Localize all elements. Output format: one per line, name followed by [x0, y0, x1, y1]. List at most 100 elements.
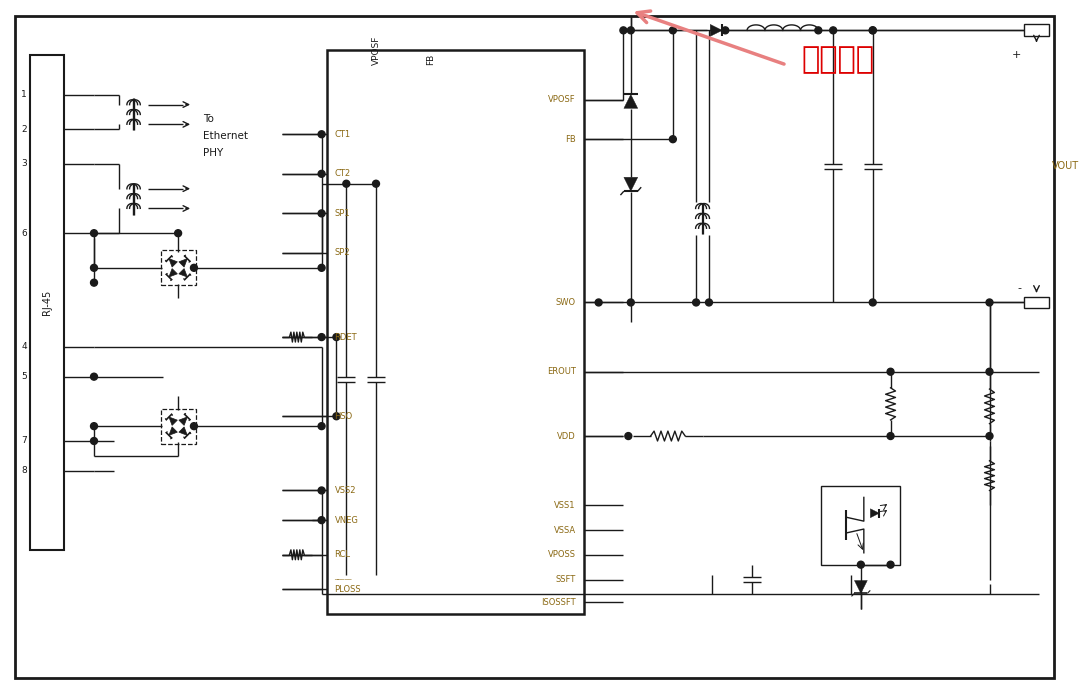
Circle shape	[869, 299, 876, 306]
Text: 8: 8	[21, 466, 27, 475]
Circle shape	[319, 334, 325, 340]
Polygon shape	[711, 24, 723, 36]
Circle shape	[319, 170, 325, 177]
Text: +: +	[1012, 50, 1022, 60]
Text: RCL: RCL	[335, 550, 350, 559]
Circle shape	[814, 27, 822, 34]
Circle shape	[175, 230, 181, 237]
Circle shape	[319, 210, 325, 217]
Bar	[161, 409, 195, 444]
Text: VSS1: VSS1	[554, 501, 576, 510]
Text: VSSA: VSSA	[554, 525, 576, 534]
Polygon shape	[179, 417, 187, 426]
Circle shape	[91, 423, 97, 430]
Circle shape	[91, 230, 97, 237]
Polygon shape	[854, 581, 867, 593]
Text: 3: 3	[21, 159, 27, 168]
Text: SWO: SWO	[556, 298, 576, 307]
Circle shape	[373, 180, 379, 187]
Circle shape	[319, 264, 325, 271]
Text: VNEG: VNEG	[335, 516, 359, 525]
Polygon shape	[168, 427, 177, 435]
Circle shape	[190, 264, 198, 271]
Bar	[821, 486, 901, 565]
Circle shape	[670, 136, 676, 143]
Circle shape	[333, 413, 340, 420]
Text: SP2: SP2	[335, 248, 350, 257]
Bar	[1024, 297, 1049, 309]
Polygon shape	[179, 259, 187, 267]
Text: EROUT: EROUT	[546, 367, 576, 376]
Text: 1: 1	[21, 90, 27, 99]
Polygon shape	[168, 259, 177, 267]
Bar	[598, 15, 663, 322]
Text: RJ-45: RJ-45	[42, 290, 52, 315]
Polygon shape	[624, 95, 637, 109]
Circle shape	[692, 299, 700, 306]
Text: 4: 4	[22, 343, 27, 352]
Text: 抑制尖峰: 抑制尖峰	[801, 46, 875, 75]
Circle shape	[986, 368, 993, 375]
Text: RDET: RDET	[335, 333, 357, 342]
Circle shape	[887, 432, 894, 439]
Text: To: To	[203, 114, 214, 125]
Text: FB: FB	[565, 135, 576, 144]
Text: PLOSS: PLOSS	[335, 585, 361, 594]
Circle shape	[342, 180, 350, 187]
Text: 6: 6	[21, 228, 27, 237]
Text: VDD: VDD	[557, 432, 576, 441]
Bar	[326, 50, 584, 614]
Circle shape	[887, 368, 894, 375]
Polygon shape	[168, 268, 177, 277]
Text: ISOSSFT: ISOSSFT	[541, 598, 576, 607]
Polygon shape	[179, 427, 187, 435]
Circle shape	[620, 27, 626, 34]
Text: Ethernet: Ethernet	[203, 131, 247, 141]
Text: _____: _____	[335, 574, 352, 580]
Circle shape	[705, 299, 713, 306]
Polygon shape	[624, 177, 637, 191]
Circle shape	[887, 561, 894, 568]
Bar	[29, 55, 65, 550]
Text: VSS2: VSS2	[335, 486, 356, 495]
Circle shape	[91, 264, 97, 271]
Bar	[1024, 24, 1049, 36]
Circle shape	[627, 27, 634, 34]
Circle shape	[986, 299, 993, 306]
Text: HSO: HSO	[335, 412, 353, 421]
Circle shape	[190, 423, 198, 430]
Circle shape	[670, 27, 676, 34]
Text: VPOSS: VPOSS	[548, 550, 576, 559]
Text: VOUT: VOUT	[1052, 161, 1079, 172]
Text: FB: FB	[426, 54, 435, 65]
Circle shape	[625, 432, 632, 439]
Polygon shape	[870, 509, 879, 518]
Circle shape	[91, 279, 97, 286]
Circle shape	[319, 423, 325, 430]
Text: 2: 2	[22, 125, 27, 134]
Circle shape	[91, 373, 97, 380]
Circle shape	[986, 432, 993, 439]
Text: SSFT: SSFT	[555, 575, 576, 584]
Text: CT2: CT2	[335, 170, 351, 179]
Text: VPOSF: VPOSF	[549, 95, 576, 104]
Text: -: -	[1017, 282, 1022, 293]
Text: CT1: CT1	[335, 129, 351, 139]
Circle shape	[333, 334, 340, 340]
Circle shape	[91, 437, 97, 444]
Circle shape	[319, 131, 325, 138]
Text: 7: 7	[21, 437, 27, 446]
Text: SP1: SP1	[335, 209, 350, 218]
Text: PHY: PHY	[203, 148, 224, 158]
Circle shape	[595, 299, 603, 306]
Text: 5: 5	[21, 372, 27, 381]
Circle shape	[319, 487, 325, 494]
Text: VPOSF: VPOSF	[372, 35, 380, 65]
Polygon shape	[179, 268, 187, 277]
Circle shape	[869, 27, 876, 34]
Circle shape	[721, 27, 729, 34]
Bar	[161, 251, 195, 285]
Circle shape	[858, 561, 864, 568]
Circle shape	[319, 517, 325, 524]
Circle shape	[627, 299, 634, 306]
